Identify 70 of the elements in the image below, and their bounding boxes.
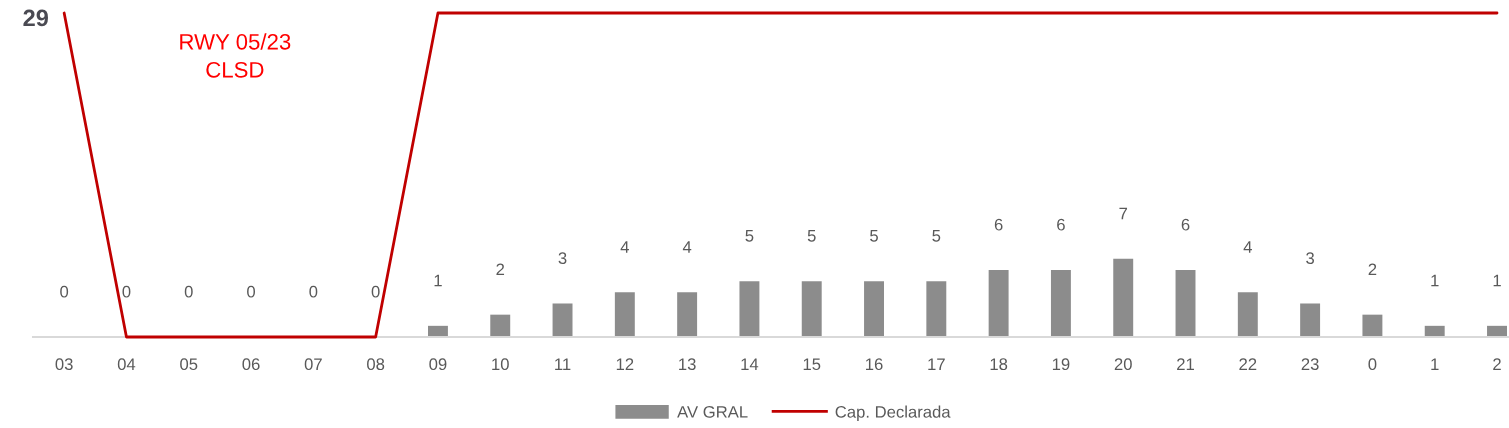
data-label: 2 bbox=[496, 263, 505, 276]
data-label: 5 bbox=[932, 230, 941, 242]
data-label: 5 bbox=[807, 230, 816, 242]
x-tick-label: 21 bbox=[1177, 358, 1194, 370]
data-label: 1 bbox=[1431, 274, 1439, 287]
x-tick-label: 08 bbox=[367, 358, 385, 371]
x-tick-label: 23 bbox=[1301, 358, 1319, 371]
x-tick-label: 06 bbox=[242, 358, 260, 371]
x-tick-label: 03 bbox=[55, 358, 73, 371]
bar bbox=[1362, 314, 1383, 337]
data-label: 5 bbox=[870, 230, 878, 242]
data-label: 1 bbox=[434, 274, 442, 287]
data-label: 3 bbox=[558, 252, 567, 265]
bar bbox=[801, 281, 822, 337]
bar bbox=[1424, 325, 1445, 337]
data-label: 7 bbox=[1119, 207, 1128, 220]
data-label: 4 bbox=[1243, 241, 1252, 253]
legend-label: AV GRAL bbox=[677, 405, 748, 418]
x-tick-label: 0 bbox=[1368, 358, 1377, 371]
x-tick-label: 2 bbox=[1493, 358, 1501, 370]
x-tick-label: 14 bbox=[741, 358, 759, 370]
x-tick-label: 15 bbox=[803, 358, 821, 371]
data-label: 1 bbox=[1493, 274, 1501, 287]
x-tick-label: 1 bbox=[1431, 358, 1439, 370]
bar bbox=[739, 281, 760, 337]
x-tick-label: 22 bbox=[1239, 358, 1257, 370]
bar bbox=[926, 281, 947, 337]
data-label: 0 bbox=[309, 285, 318, 298]
bar bbox=[1175, 269, 1196, 337]
bar bbox=[1113, 258, 1134, 337]
bar bbox=[490, 314, 511, 337]
legend-label: Cap. Declarada bbox=[835, 405, 951, 422]
x-tick-label: 10 bbox=[492, 358, 509, 371]
x-tick-label: 09 bbox=[429, 358, 447, 371]
data-label: 0 bbox=[122, 285, 131, 298]
data-label: 2 bbox=[1368, 263, 1377, 276]
bar bbox=[1300, 303, 1321, 337]
x-tick-label: 12 bbox=[616, 358, 634, 370]
data-label: 3 bbox=[1306, 252, 1315, 265]
data-label: 6 bbox=[1057, 218, 1065, 231]
data-label: 5 bbox=[745, 230, 754, 242]
bar bbox=[864, 281, 884, 337]
x-tick-label: 11 bbox=[555, 358, 571, 370]
data-label: 4 bbox=[620, 241, 629, 253]
data-label: 4 bbox=[682, 241, 692, 253]
bar bbox=[677, 292, 698, 337]
data-label: 6 bbox=[994, 218, 1003, 231]
x-tick-label: 07 bbox=[304, 358, 322, 371]
x-tick-label: 19 bbox=[1052, 358, 1070, 371]
bar bbox=[1050, 269, 1071, 337]
annotation: RWY 05/23 CLSD bbox=[180, 33, 291, 78]
x-tick-label: 13 bbox=[679, 358, 696, 371]
bar bbox=[988, 269, 1009, 337]
x-tick-label: 18 bbox=[990, 358, 1008, 371]
data-label: 6 bbox=[1181, 218, 1190, 231]
bar bbox=[614, 292, 635, 337]
x-tick-label: 16 bbox=[866, 358, 883, 371]
data-label: 0 bbox=[184, 285, 193, 298]
x-tick-label: 04 bbox=[117, 358, 136, 371]
data-label: 0 bbox=[371, 285, 380, 298]
bar bbox=[552, 303, 573, 337]
bar bbox=[1487, 325, 1507, 337]
bar bbox=[1237, 292, 1258, 337]
data-label: 0 bbox=[60, 285, 69, 298]
data-label: 29 bbox=[23, 9, 48, 27]
x-tick-label: 20 bbox=[1114, 358, 1132, 371]
x-tick-label: 05 bbox=[180, 358, 198, 371]
data-label: 0 bbox=[247, 285, 256, 298]
x-tick-label: 17 bbox=[928, 358, 945, 370]
bar bbox=[427, 325, 448, 337]
